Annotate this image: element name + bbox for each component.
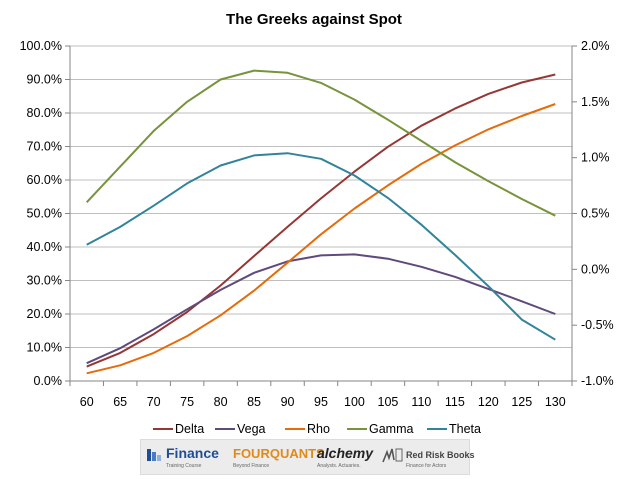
right-tick-label: 1.5% [581,95,610,109]
left-tick-label: 80.0% [27,106,62,120]
right-tick-label: 2.0% [581,39,610,53]
x-axis-ticks: 60 65 70 75 80 85 90 95 100 105 110 115 120 125 130 [80,395,566,409]
left-tick-label: 100.0% [20,39,62,53]
right-axis-ticks: -1.0% -0.5% 0.0% 0.5% 1.0% 1.5% 2.0% [581,39,614,388]
left-tick-label: 10.0% [27,341,62,355]
legend: Delta Vega Rho Gamma Theta [153,422,481,436]
chart-title: The Greeks against Spot [226,11,402,28]
left-tick-label: 60.0% [27,173,62,187]
right-tick-label: 0.0% [581,262,610,276]
x-tick-label: 120 [478,395,499,409]
series-line-vega [86,253,556,365]
x-tick-label: 115 [445,395,465,409]
x-tick-label: 80 [214,395,228,409]
x-tick-label: 105 [378,395,399,409]
x-tick-label: 95 [314,395,328,409]
finance-mark-icon [147,447,163,468]
x-tick-label: 90 [281,395,295,409]
left-axis-ticks: 0.0% 10.0% 20.0% 30.0% 40.0% 50.0% 60.0% 70.0% 8… [20,39,62,388]
x-tick-label: 65 [113,395,127,409]
legend-label-vega: Vega [237,422,266,436]
x-tick-label: 60 [80,395,94,409]
x-tick-label: 125 [511,395,532,409]
redrisk-logo-sub: Finance for Actors [406,463,447,469]
left-tick-label: 90.0% [27,73,62,87]
x-tick-label: 110 [411,395,431,409]
x-tick-label: 75 [180,395,194,409]
left-tick-label: 70.0% [27,140,62,154]
legend-label-rho: Rho [307,422,330,436]
series-line-theta [86,152,556,341]
sponsor-logo-strip: Finance Training Course FOURQUANTS Beyond … [140,439,475,475]
redrisk-logo-text: Red Risk Books [406,450,475,460]
right-tick-label: 1.0% [581,151,610,165]
left-tick-label: 20.0% [27,307,62,321]
series-line-delta [86,73,556,368]
alchemy-logo-sub: Analysts. Actuaries. [317,463,361,469]
finance-logo-sub: Training Course [166,463,202,469]
series-line-gamma [85,69,556,217]
series-lines [85,69,556,375]
right-tick-label: -0.5% [581,318,614,332]
x-tick-label: 70 [147,395,161,409]
left-tick-label: 0.0% [34,374,63,388]
x-tick-label: 85 [247,395,261,409]
alchemy-logo-text: alchemy [317,445,374,461]
fourquants-logo-sub: Beyond Finance [233,463,270,469]
right-tick-label: 0.5% [581,207,610,221]
legend-label-gamma: Gamma [369,422,414,436]
x-tick-label: 130 [545,395,566,409]
legend-label-theta: Theta [449,422,481,436]
x-tick-label: 100 [344,395,365,409]
finance-logo-text: Finance [166,445,219,461]
fourquants-logo: FOURQUANTS Beyond Finance [233,440,325,474]
alchemy-logo: alchemy Analysts. Actuaries. [317,440,373,474]
left-tick-label: 30.0% [27,274,62,288]
redrisk-mark-icon [381,446,403,469]
fourquants-logo-text: FOURQUANTS [233,446,325,461]
redrisk-logo: Red Risk Books Finance for Actors [381,440,475,474]
axes [65,45,577,386]
legend-label-delta: Delta [175,422,204,436]
finance-logo: Finance Training Course [147,440,219,474]
left-tick-label: 40.0% [27,240,62,254]
series-line-rho [86,103,556,375]
right-tick-label: -1.0% [581,374,614,388]
left-tick-label: 50.0% [27,207,62,221]
gridlines [70,45,572,348]
